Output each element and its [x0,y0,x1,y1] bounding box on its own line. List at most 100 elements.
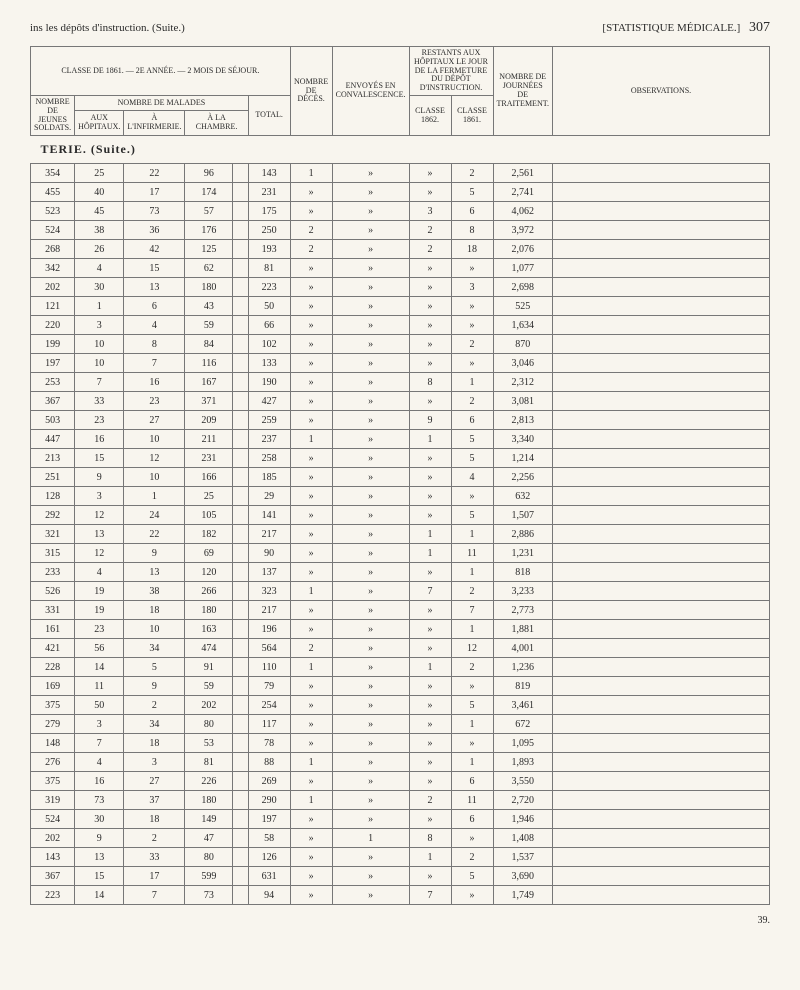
table-cell: 375 [31,696,75,715]
table-cell: 8 [451,221,493,240]
table-cell: 3,461 [493,696,553,715]
table-cell: » [290,202,332,221]
table-cell: 69 [185,544,233,563]
table-cell: 10 [75,335,124,354]
table-cell: 13 [124,563,185,582]
table-cell [553,867,770,886]
table-cell: 30 [75,278,124,297]
table-cell: 2 [124,696,185,715]
table-cell: 8 [124,335,185,354]
table-cell: » [290,563,332,582]
table-cell: 34 [124,715,185,734]
table-cell: » [332,544,409,563]
table-row: 3671517599631»»»53,690 [31,867,770,886]
table-cell: » [290,867,332,886]
table-row: 2921224105141»»»51,507 [31,506,770,525]
page-footer: 39. [30,915,770,926]
table-cell: 3,340 [493,430,553,449]
table-cell: » [290,829,332,848]
table-cell: 14 [75,886,124,905]
table-cell: 7 [124,354,185,373]
table-cell: 7 [75,373,124,392]
table-cell: 254 [248,696,290,715]
header-chambre: à la chambre. [185,111,248,136]
table-cell: 73 [185,886,233,905]
table-cell: 421 [31,639,75,658]
table-cell: » [290,297,332,316]
table-cell: 18 [124,734,185,753]
table-cell: » [332,354,409,373]
table-cell: 279 [31,715,75,734]
table-cell: 1 [332,829,409,848]
table-row: 3211322182217»»112,886 [31,525,770,544]
table-cell: » [332,696,409,715]
table-cell: 193 [248,240,290,259]
table-cell: 5 [451,430,493,449]
table-cell: 367 [31,867,75,886]
table-cell: 331 [31,601,75,620]
table-cell: 79 [248,677,290,696]
table-cell: 2 [451,164,493,183]
table-cell: » [332,810,409,829]
table-cell: 8 [409,373,451,392]
table-cell: 217 [248,525,290,544]
table-cell [233,278,248,297]
table-cell: 125 [185,240,233,259]
table-cell: 13 [124,278,185,297]
table-cell: 632 [493,487,553,506]
table-cell: » [332,734,409,753]
table-cell: 9 [75,829,124,848]
table-cell: 223 [31,886,75,905]
table-cell: » [409,449,451,468]
table-cell: » [409,297,451,316]
table-cell: » [332,221,409,240]
table-cell [553,354,770,373]
table-cell [553,772,770,791]
table-cell: 137 [248,563,290,582]
table-cell [233,468,248,487]
table-cell: 3 [75,316,124,335]
table-cell: 524 [31,810,75,829]
table-cell: 237 [248,430,290,449]
table-cell: 3 [451,278,493,297]
table-cell: 143 [31,848,75,867]
table-cell: 2,773 [493,601,553,620]
table-cell: 8 [409,829,451,848]
table-cell: » [409,259,451,278]
table-cell: » [409,487,451,506]
table-cell: 819 [493,677,553,696]
table-cell: 58 [248,829,290,848]
table-cell: » [332,183,409,202]
table-cell: 3 [409,202,451,221]
table-cell [233,715,248,734]
header-envoyes: ENVOYÉS en convalescence. [332,47,409,136]
table-cell: » [290,734,332,753]
table-cell: 2 [124,829,185,848]
table-cell: » [451,354,493,373]
table-cell [553,848,770,867]
table-cell [233,430,248,449]
table-cell [233,848,248,867]
table-cell: 5 [451,183,493,202]
table-cell: 631 [248,867,290,886]
table-cell: 3,550 [493,772,553,791]
table-cell: 12 [124,449,185,468]
table-cell [553,658,770,677]
table-cell: 169 [31,677,75,696]
table-cell: 202 [31,278,75,297]
table-cell: » [409,316,451,335]
table-cell [233,639,248,658]
table-cell: 38 [124,582,185,601]
table-cell: 4 [124,316,185,335]
table-cell [553,373,770,392]
table-cell: » [332,639,409,658]
header-left: ins les dépôts d'instruction. (Suite.) [30,22,185,34]
table-row: 233413120137»»»1818 [31,563,770,582]
table-cell [553,544,770,563]
table-cell [553,696,770,715]
table-cell: 2,698 [493,278,553,297]
table-cell: 10 [124,620,185,639]
table-cell: 14 [75,658,124,677]
table-cell: 3,690 [493,867,553,886]
table-cell: 2 [409,221,451,240]
